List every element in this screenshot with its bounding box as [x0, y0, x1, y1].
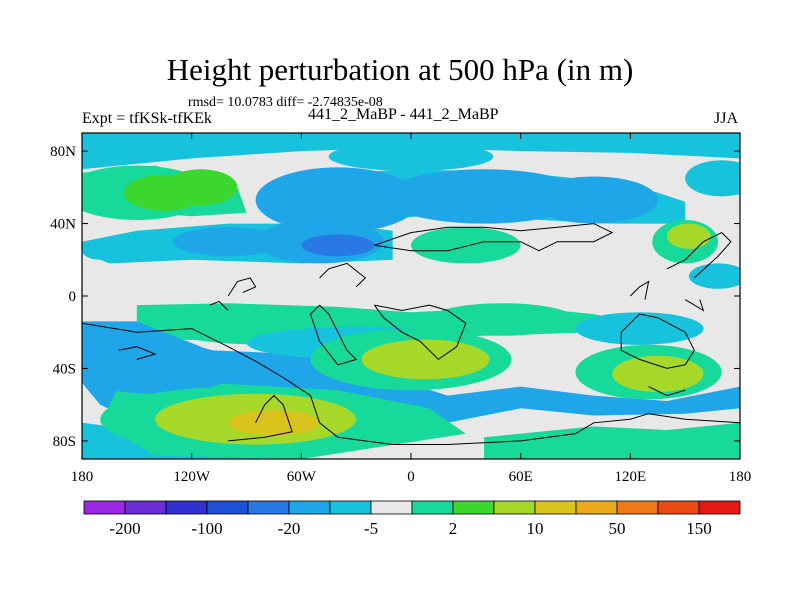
- x-tick-label: 0: [407, 469, 415, 485]
- contour-region: [173, 227, 283, 257]
- colorbar-swatch: [165, 500, 208, 515]
- coastline: [684, 299, 705, 312]
- contour-region: [575, 312, 704, 345]
- x-tick-label: 180: [71, 469, 94, 485]
- colorbar-tick-label: 10: [527, 519, 544, 538]
- coastline: [629, 280, 650, 300]
- contour-region: [612, 355, 704, 392]
- contour-region: [301, 234, 375, 257]
- experiment-label: Expt = tfKSk-tfKEk: [82, 110, 212, 127]
- coastline: [209, 300, 229, 311]
- colorbar-swatch: [493, 500, 536, 515]
- chart-title: Height perturbation at 500 hPa (in m): [166, 52, 634, 87]
- contour-region: [228, 410, 320, 436]
- colorbar-swatch: [698, 500, 741, 515]
- contour-region: [328, 142, 494, 171]
- colorbar-swatch: [411, 500, 454, 515]
- colorbar-tick-label: -20: [278, 519, 301, 538]
- contour-region: [529, 176, 658, 224]
- contour-region: [429, 303, 576, 336]
- colorbar-tick-label: 2: [449, 519, 458, 538]
- colorbar-swatch: [534, 500, 577, 515]
- colorbar-swatch: [247, 500, 290, 515]
- colorbar-swatch: [370, 500, 413, 515]
- contour-region: [82, 241, 119, 260]
- colorbar-swatch: [206, 500, 249, 515]
- colorbar-swatch: [329, 500, 372, 515]
- coastline: [648, 386, 686, 397]
- axes: 180 120W 60W 0 60E 120E 180 80N 40N 0 40S 80S: [50, 133, 751, 485]
- contour-field: [82, 133, 740, 459]
- contour-region: [255, 167, 421, 233]
- coastline: [309, 304, 358, 366]
- y-tick-label: 0: [69, 289, 77, 305]
- contour-region: [383, 169, 585, 224]
- arctic-band: [82, 133, 740, 170]
- colorbar-tick-label: 150: [686, 519, 712, 538]
- colorbar-swatch: [616, 500, 659, 515]
- coastline: [373, 304, 467, 361]
- y-tick-label: 40N: [50, 217, 76, 233]
- antarctic-positive-band: [484, 422, 740, 459]
- x-tick-label: 180: [729, 469, 752, 485]
- coastline: [374, 223, 614, 252]
- x-tick-label: 60E: [509, 469, 533, 485]
- contour-region: [82, 143, 139, 162]
- coastline: [227, 277, 257, 297]
- contour-region: [666, 223, 711, 249]
- coastline: [228, 394, 293, 442]
- coastline: [319, 262, 367, 288]
- colorbar-tick-label: -5: [364, 519, 378, 538]
- coastline: [620, 313, 695, 369]
- x-tick-label: 60W: [287, 469, 317, 485]
- contour-region: [361, 339, 490, 380]
- coastline: [82, 322, 740, 445]
- colorbar: -200 -100 -20 -5 2 10 50 150: [83, 500, 741, 538]
- run-comparison-label: 441_2_MaBP - 441_2_MaBP: [308, 106, 499, 123]
- colorbar-swatch: [83, 500, 126, 515]
- colorbar-swatch: [452, 500, 495, 515]
- x-tick-label: 120E: [614, 469, 646, 485]
- colorbar-swatch: [657, 500, 700, 515]
- contour-region: [685, 160, 740, 197]
- colorbar-swatch: [288, 500, 331, 515]
- colorbar-swatch: [575, 500, 618, 515]
- coastline: [118, 346, 157, 360]
- rmsd-diff-label: rmsd= 10.0783 diff= -2.74835e-08: [188, 95, 383, 110]
- contour-region: [688, 263, 740, 289]
- colorbar-tick-label: 50: [609, 519, 626, 538]
- season-label: JJA: [714, 110, 739, 127]
- x-tick-label: 120W: [173, 469, 211, 485]
- colorbar-tick-label: -200: [109, 519, 140, 538]
- contour-region: [411, 227, 521, 264]
- y-tick-label: 80S: [53, 434, 76, 450]
- colorbar-swatch: [124, 500, 167, 515]
- coastline: [666, 231, 732, 279]
- colorbar-tick-label: -100: [191, 519, 222, 538]
- contour-region: [164, 169, 238, 206]
- contour-region: [82, 343, 238, 394]
- coastline-outline: [82, 223, 740, 445]
- y-tick-label: 40S: [53, 361, 76, 377]
- y-tick-label: 80N: [50, 144, 76, 160]
